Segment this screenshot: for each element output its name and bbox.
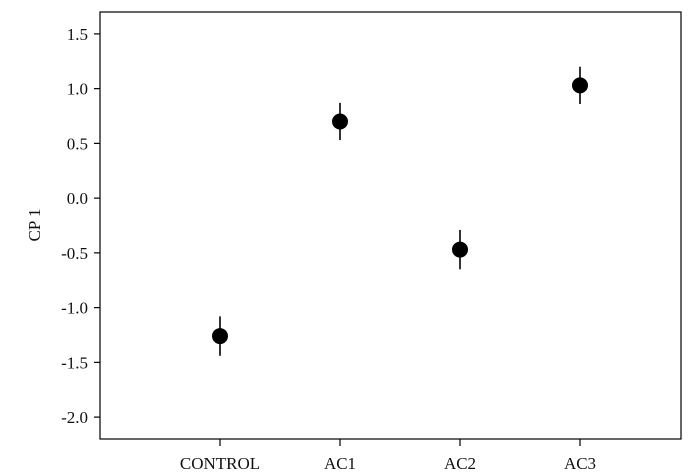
data-point (332, 113, 348, 130)
x-axis: CONTROL AC1 AC2 AC3 (180, 439, 596, 473)
x-tick-label: CONTROL (180, 454, 260, 473)
y-axis: -2.0 -1.5 -1.0 -0.5 0.0 0.5 1.0 1.5 (61, 25, 100, 427)
x-tick-label: AC2 (444, 454, 476, 473)
y-tick-label: -0.5 (61, 244, 88, 263)
plot-frame (99, 11, 682, 440)
y-axis-title: CP 1 (25, 209, 44, 242)
y-tick-label: 0.5 (67, 134, 88, 153)
y-tick-label: 0.0 (67, 189, 88, 208)
x-tick-label: AC3 (564, 454, 596, 473)
y-tick-label: 1.0 (67, 80, 88, 99)
data-points (212, 66, 588, 356)
data-point (212, 328, 228, 345)
y-tick-label: -2.0 (61, 408, 88, 427)
data-point (452, 241, 468, 258)
y-tick-label: -1.0 (61, 299, 88, 318)
y-tick-label: -1.5 (61, 353, 88, 372)
x-tick-label: AC1 (324, 454, 356, 473)
y-tick-label: 1.5 (67, 25, 88, 44)
data-point (572, 77, 588, 94)
